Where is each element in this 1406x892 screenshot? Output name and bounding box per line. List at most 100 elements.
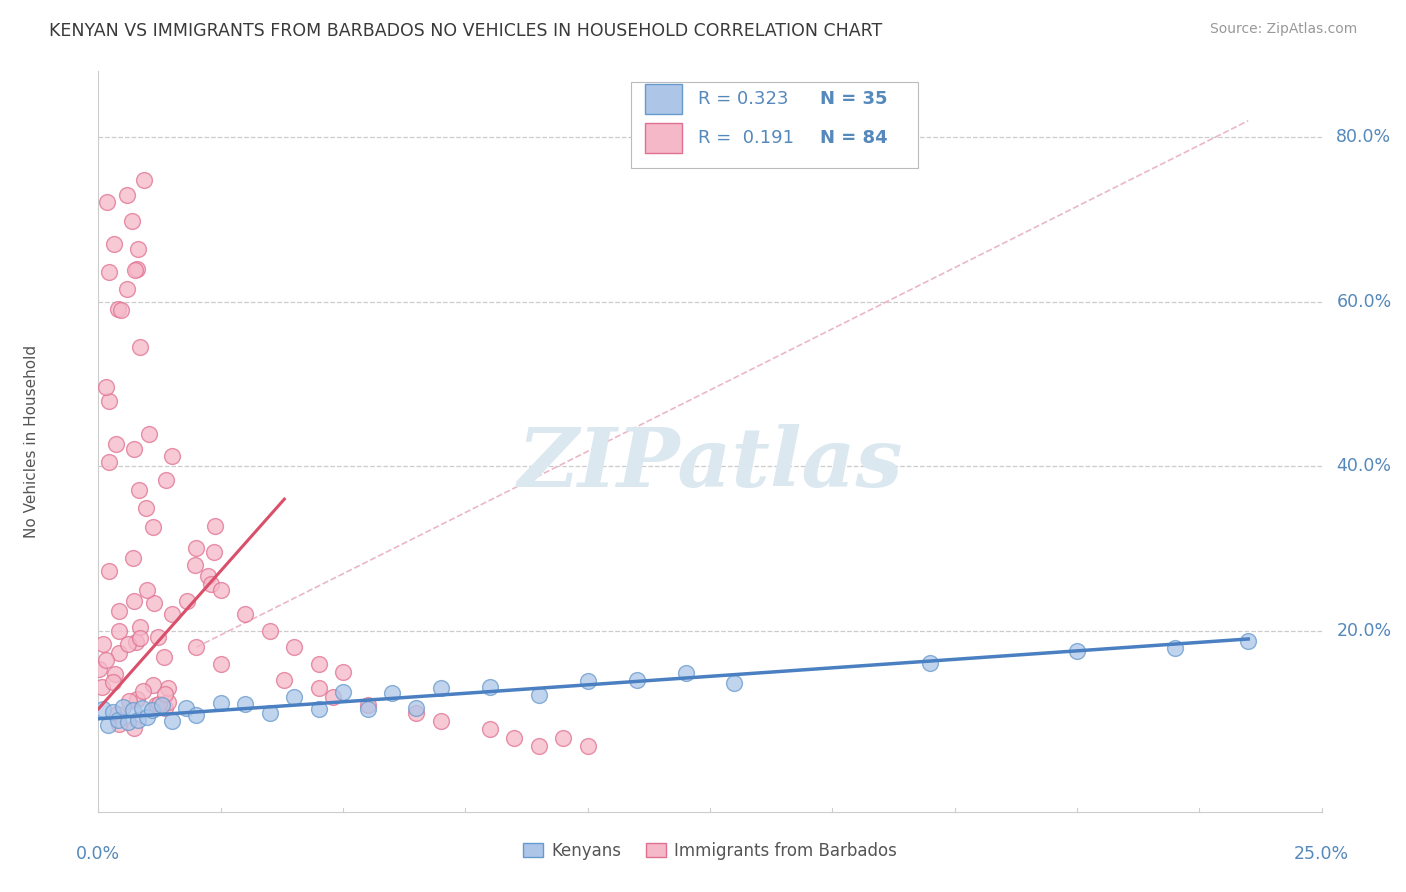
Point <box>153 701 176 715</box>
Point <box>186 708 208 723</box>
Point <box>111 700 134 714</box>
Point <box>233 607 256 622</box>
Text: 25.0%: 25.0% <box>1294 845 1350 863</box>
Point <box>125 262 148 277</box>
Point <box>107 604 129 618</box>
Text: R =  0.191: R = 0.191 <box>697 129 794 147</box>
Point <box>136 582 159 597</box>
Point <box>91 637 114 651</box>
Point <box>209 582 232 597</box>
Point <box>675 666 697 681</box>
Point <box>626 673 648 688</box>
Point <box>1237 634 1260 648</box>
Point <box>148 630 170 644</box>
Point <box>332 685 354 699</box>
Point <box>553 731 575 745</box>
Point <box>142 678 165 692</box>
Point <box>128 483 150 497</box>
Point <box>131 701 153 715</box>
Point <box>160 607 183 622</box>
Point <box>283 690 305 704</box>
Point <box>155 473 177 487</box>
Text: N = 84: N = 84 <box>820 129 887 147</box>
Point <box>107 301 129 316</box>
Point <box>332 665 354 679</box>
Point <box>117 282 139 296</box>
Point <box>209 696 232 710</box>
Point <box>115 188 138 202</box>
Point <box>122 594 145 608</box>
Text: No Vehicles in Household: No Vehicles in Household <box>24 345 38 538</box>
Point <box>527 689 550 703</box>
Point <box>308 681 330 696</box>
Bar <box>645 123 682 153</box>
Point <box>131 683 153 698</box>
Point <box>110 303 132 318</box>
Point <box>527 739 550 753</box>
Point <box>920 656 942 670</box>
Point <box>405 700 427 714</box>
Point <box>153 687 176 701</box>
Point <box>322 690 344 704</box>
Point <box>89 662 111 676</box>
Point <box>273 673 295 687</box>
Point <box>132 173 155 187</box>
Point <box>142 520 165 534</box>
Point <box>209 657 232 671</box>
Point <box>118 694 141 708</box>
Point <box>98 265 121 279</box>
Point <box>97 718 120 732</box>
Point <box>478 723 501 737</box>
Point <box>356 698 378 712</box>
Point <box>127 242 149 256</box>
Point <box>186 640 208 655</box>
Point <box>1164 640 1187 655</box>
Point <box>503 731 526 745</box>
Point <box>104 437 127 451</box>
Point <box>138 427 160 442</box>
Point <box>108 624 131 639</box>
Text: N = 35: N = 35 <box>820 90 887 108</box>
Point <box>103 236 125 251</box>
Point <box>405 706 427 720</box>
Point <box>145 698 167 712</box>
Point <box>153 649 176 664</box>
Point <box>308 702 330 716</box>
Text: 40.0%: 40.0% <box>1336 458 1392 475</box>
Text: 20.0%: 20.0% <box>1336 622 1392 640</box>
Point <box>160 449 183 463</box>
Point <box>96 380 118 394</box>
Point <box>356 702 378 716</box>
Point <box>91 681 114 695</box>
Point <box>103 675 125 690</box>
Point <box>157 696 180 710</box>
Text: KENYAN VS IMMIGRANTS FROM BARBADOS NO VEHICLES IN HOUSEHOLD CORRELATION CHART: KENYAN VS IMMIGRANTS FROM BARBADOS NO VE… <box>49 22 883 40</box>
Point <box>430 714 453 729</box>
Point <box>204 519 226 533</box>
Point <box>96 195 118 210</box>
Point <box>135 500 157 515</box>
Point <box>127 713 149 727</box>
Text: 80.0%: 80.0% <box>1336 128 1392 146</box>
Point <box>97 455 120 469</box>
Point <box>129 340 152 354</box>
Point <box>117 714 139 729</box>
Point <box>197 569 219 583</box>
Point <box>91 701 114 715</box>
Point <box>576 673 599 688</box>
Point <box>430 681 453 695</box>
Legend: Kenyans, Immigrants from Barbados: Kenyans, Immigrants from Barbados <box>516 835 904 866</box>
Point <box>108 717 131 731</box>
Point <box>723 675 745 690</box>
Point <box>128 620 150 634</box>
Point <box>107 646 129 660</box>
Point <box>478 680 501 694</box>
Point <box>283 640 305 655</box>
Point <box>160 714 183 728</box>
Point <box>156 681 179 695</box>
Point <box>98 565 121 579</box>
Point <box>200 576 222 591</box>
Point <box>125 691 148 706</box>
Point <box>141 703 163 717</box>
Point <box>1066 644 1088 658</box>
